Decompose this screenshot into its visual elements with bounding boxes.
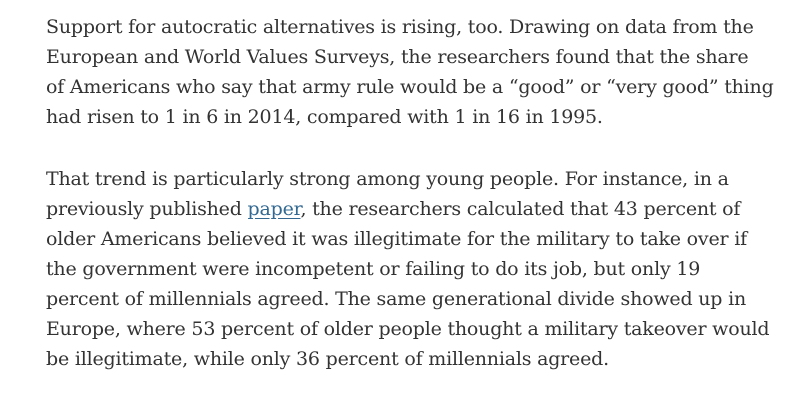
text-line: Support for autocratic alternatives is r… — [46, 16, 754, 38]
text-line: European and World Values Surveys, the r… — [46, 46, 749, 68]
text-segment: , the researchers calculated that 43 per… — [300, 198, 741, 220]
text-segment: previously published — [46, 198, 248, 220]
text-line: be illegitimate, while only 36 percent o… — [46, 348, 609, 370]
paper-link[interactable]: paper — [247, 198, 301, 220]
paragraph-autocratic-support: Support for autocratic alternatives is r… — [46, 12, 776, 132]
text-line: percent of millennials agreed. The same … — [46, 288, 747, 310]
text-line: That trend is particularly strong among … — [46, 168, 729, 190]
text-line: had risen to 1 in 6 in 2014, compared wi… — [46, 106, 603, 128]
text-line: of Americans who say that army rule woul… — [46, 76, 774, 98]
text-line: Europe, where 53 percent of older people… — [46, 318, 770, 340]
text-line: older Americans believed it was illegiti… — [46, 228, 747, 250]
paragraph-young-people-trend: That trend is particularly strong among … — [46, 164, 776, 374]
text-line: the government were incompetent or faili… — [46, 258, 701, 280]
text-line-with-link: previously published paper, the research… — [46, 194, 776, 224]
article-body: Support for autocratic alternatives is r… — [46, 12, 776, 374]
